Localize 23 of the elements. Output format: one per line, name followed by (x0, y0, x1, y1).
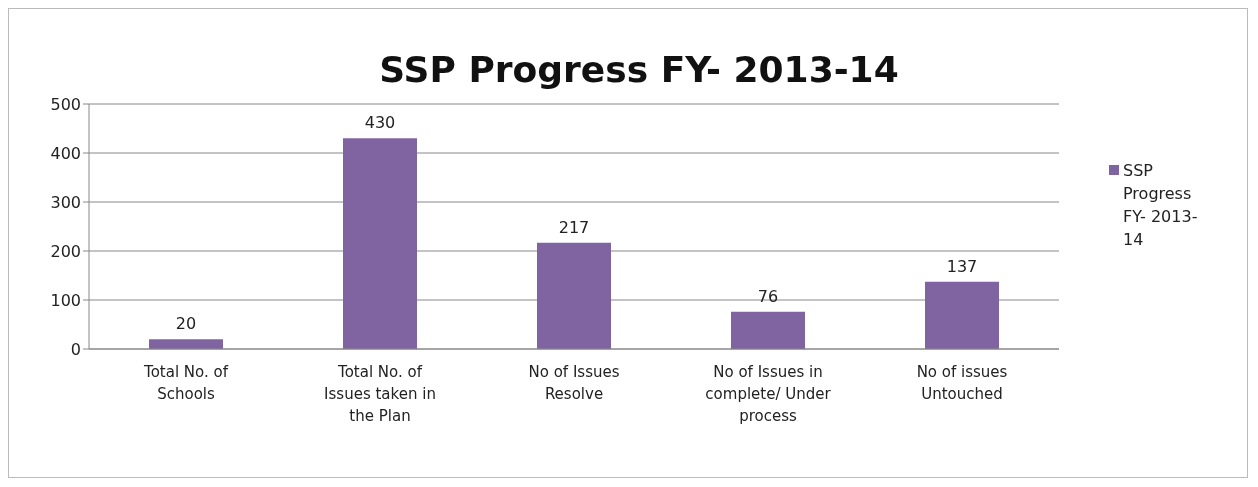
data-label: 76 (757, 286, 779, 306)
y-tick-label: 200 (50, 241, 81, 261)
legend-label: SSP Progress FY- 2013-14 (1123, 160, 1199, 251)
chart-title: SSP Progress FY- 2013-14 (378, 49, 900, 90)
x-tick-label: Total No. of Schools (143, 363, 229, 403)
bar (149, 339, 223, 349)
bar (343, 138, 417, 349)
y-tick-label: 300 (50, 192, 81, 212)
data-label: 20 (175, 314, 197, 334)
bar (731, 311, 805, 349)
data-label: 217 (558, 217, 590, 237)
y-tick-label: 500 (50, 94, 81, 114)
y-tick-label: 100 (50, 290, 81, 310)
y-tick-label: 0 (70, 339, 81, 359)
x-tick-label: No of Issues in complete/ Under process (705, 363, 832, 425)
bar (537, 242, 611, 349)
data-label: 430 (364, 113, 396, 133)
data-label: 137 (946, 256, 978, 276)
x-tick-label: No of Issues Resolve (528, 363, 620, 403)
y-tick-label: 400 (50, 143, 81, 163)
x-tick-label: Total No. of Issues taken in the Plan (324, 363, 436, 425)
bar (925, 281, 999, 349)
x-tick-label: No of issues Untouched (916, 363, 1008, 403)
